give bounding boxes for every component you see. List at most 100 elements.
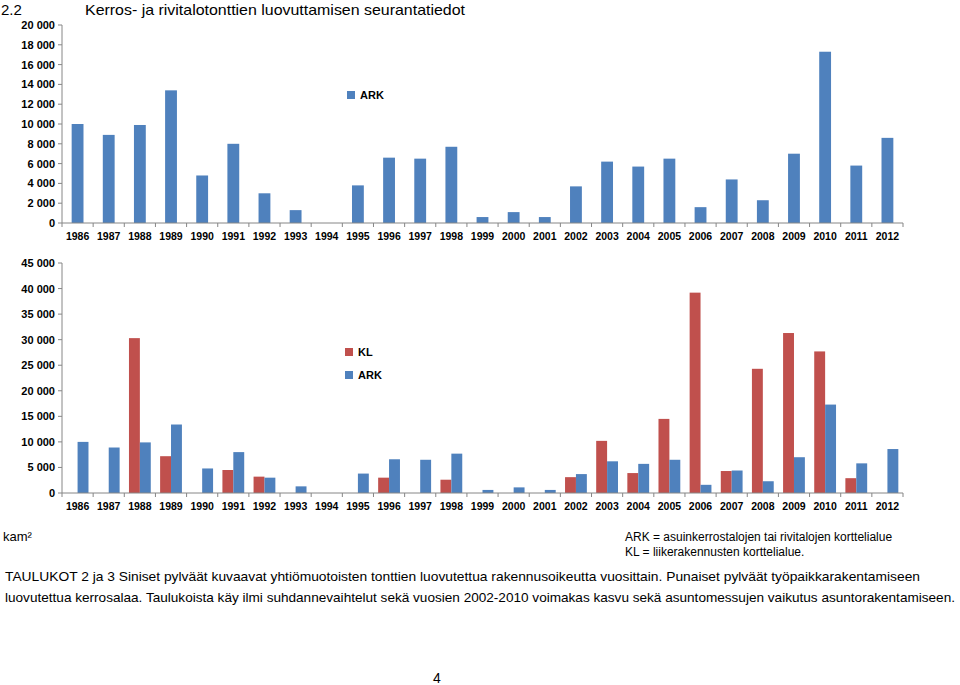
x-tick-label: 2006 bbox=[689, 500, 713, 512]
bar bbox=[856, 463, 867, 493]
x-tick-label: 1989 bbox=[159, 230, 183, 242]
bar bbox=[601, 162, 613, 223]
x-tick bbox=[591, 223, 592, 227]
bar bbox=[290, 210, 302, 223]
x-tick bbox=[186, 493, 187, 497]
x-tick-label: 1995 bbox=[346, 500, 370, 512]
y-tick bbox=[58, 44, 62, 45]
bar bbox=[607, 461, 618, 493]
y-tick-label: 0 bbox=[49, 487, 55, 499]
y-tick bbox=[58, 339, 62, 340]
bar bbox=[129, 338, 140, 493]
bar bbox=[695, 207, 707, 223]
y-axis bbox=[62, 263, 63, 493]
x-tick bbox=[466, 223, 467, 227]
x-tick-label: 2005 bbox=[658, 500, 682, 512]
x-tick bbox=[93, 493, 94, 497]
x-tick bbox=[809, 493, 810, 497]
x-tick-label: 2007 bbox=[720, 500, 744, 512]
x-tick bbox=[466, 493, 467, 497]
x-tick bbox=[560, 223, 561, 227]
x-tick-label: 1986 bbox=[66, 230, 90, 242]
legend: KLARK bbox=[345, 346, 382, 381]
x-tick bbox=[747, 223, 748, 227]
header-number: 2.2 bbox=[1, 1, 22, 18]
x-tick-label: 1999 bbox=[471, 230, 495, 242]
x-tick bbox=[435, 493, 436, 497]
y-tick bbox=[58, 203, 62, 204]
x-tick-label: 2000 bbox=[502, 230, 526, 242]
x-tick-label: 1986 bbox=[66, 500, 90, 512]
bar bbox=[196, 175, 208, 223]
y-tick-label: 16 000 bbox=[21, 59, 55, 71]
x-tick-label: 1987 bbox=[97, 500, 121, 512]
y-tick bbox=[58, 314, 62, 315]
x-tick-label: 2009 bbox=[782, 230, 806, 242]
bar bbox=[845, 478, 856, 493]
y-tick bbox=[58, 467, 62, 468]
x-tick-label: 1998 bbox=[440, 230, 464, 242]
bar bbox=[451, 454, 462, 493]
bar bbox=[440, 480, 451, 493]
bar bbox=[726, 179, 738, 223]
bar bbox=[576, 474, 587, 493]
bar bbox=[819, 52, 831, 223]
x-tick bbox=[155, 223, 156, 227]
bar bbox=[227, 144, 239, 223]
y-tick-label: 4 000 bbox=[27, 177, 55, 189]
y-tick bbox=[58, 288, 62, 289]
bar bbox=[160, 456, 171, 493]
x-tick bbox=[653, 493, 654, 497]
bar bbox=[358, 474, 369, 493]
x-tick-label: 2012 bbox=[876, 500, 900, 512]
x-tick-label: 1988 bbox=[128, 230, 152, 242]
y-tick-label: 12 000 bbox=[21, 98, 55, 110]
y-tick bbox=[58, 493, 62, 494]
y-tick bbox=[58, 124, 62, 125]
x-tick bbox=[342, 493, 343, 497]
legend-note: KL = liikerakennusten korttelialue. bbox=[625, 545, 804, 559]
bar bbox=[794, 457, 805, 493]
caption-line: luovutettua kerrosalaa. Taulukoista käy … bbox=[5, 590, 955, 605]
y-tick-label: 35 000 bbox=[21, 308, 55, 320]
bar bbox=[663, 159, 675, 223]
x-tick bbox=[404, 223, 405, 227]
y-tick-label: 20 000 bbox=[21, 19, 55, 31]
bar bbox=[783, 333, 794, 493]
x-tick bbox=[591, 493, 592, 497]
x-tick bbox=[622, 493, 623, 497]
x-tick-label: 2010 bbox=[813, 500, 837, 512]
x-tick-label: 1991 bbox=[222, 500, 246, 512]
x-tick bbox=[560, 493, 561, 497]
x-tick bbox=[342, 223, 343, 227]
y-tick bbox=[58, 365, 62, 366]
x-tick-label: 1988 bbox=[128, 500, 152, 512]
x-tick-label: 2008 bbox=[751, 500, 775, 512]
bar bbox=[627, 473, 638, 493]
y-tick bbox=[58, 263, 62, 264]
bar bbox=[165, 90, 177, 223]
y-tick bbox=[58, 390, 62, 391]
x-tick-label: 2001 bbox=[533, 500, 557, 512]
y-tick-label: 10 000 bbox=[21, 436, 55, 448]
y-tick bbox=[58, 223, 62, 224]
y-tick-label: 0 bbox=[49, 217, 55, 229]
x-tick-label: 1990 bbox=[190, 500, 214, 512]
x-tick bbox=[280, 223, 281, 227]
y-tick-label: 45 000 bbox=[21, 257, 55, 269]
x-tick-label: 1996 bbox=[377, 230, 401, 242]
bar bbox=[383, 158, 395, 223]
x-tick-label: 1991 bbox=[222, 230, 246, 242]
bar bbox=[109, 448, 120, 493]
y-tick bbox=[58, 25, 62, 26]
x-tick-label: 2007 bbox=[720, 230, 744, 242]
bar bbox=[565, 477, 576, 493]
x-tick bbox=[809, 223, 810, 227]
bar bbox=[690, 293, 701, 493]
bar bbox=[882, 138, 894, 223]
x-tick bbox=[778, 493, 779, 497]
x-tick-label: 2012 bbox=[876, 230, 900, 242]
header-title: Kerros- ja rivitalotonttien luovuttamise… bbox=[85, 1, 466, 18]
x-tick bbox=[840, 493, 841, 497]
x-tick-label: 2003 bbox=[595, 500, 619, 512]
